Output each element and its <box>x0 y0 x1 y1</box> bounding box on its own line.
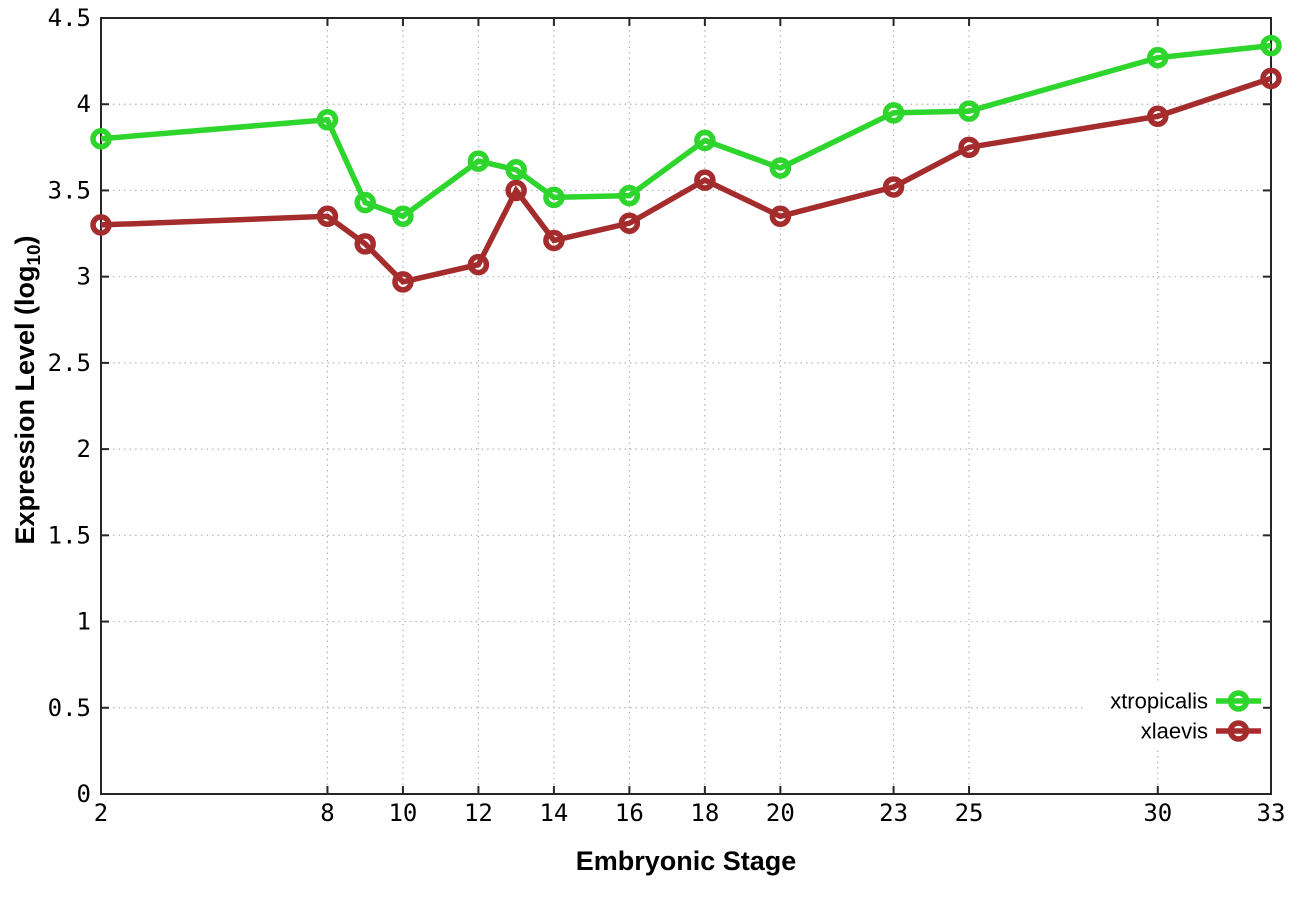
series-point-xtropicalis <box>354 191 376 214</box>
x-tick-label: 33 <box>1257 799 1286 827</box>
series-point-xtropicalis <box>694 129 716 152</box>
series-point-xtropicalis <box>316 108 339 131</box>
series-point-xlaevis <box>543 229 565 252</box>
y-tick-label: 3 <box>77 263 91 291</box>
series-point-xlaevis <box>316 205 339 228</box>
series-point-xlaevis <box>618 212 641 234</box>
series-point-xtropicalis <box>882 102 905 124</box>
series-point-xtropicalis <box>543 186 565 209</box>
y-tick-label: 4 <box>77 90 91 118</box>
y-tick-label: 0.5 <box>48 694 91 722</box>
series-point-xtropicalis <box>505 159 527 181</box>
plot-border <box>100 17 1272 795</box>
series-point-xtropicalis <box>958 100 980 122</box>
y-tick-label: 4.5 <box>48 4 91 32</box>
x-tick-label: 23 <box>879 799 908 827</box>
x-tick-label: 25 <box>955 799 984 827</box>
y-tick-label: 1 <box>77 608 91 636</box>
x-axis-title: Embryonic Stage <box>575 846 797 876</box>
y-tick-label: 1.5 <box>48 521 91 549</box>
series-point-xtropicalis <box>467 150 490 172</box>
legend-label-xtropicalis: xtropicalis <box>1110 689 1208 714</box>
y-axis-title-text: Expression Level (log <box>9 265 40 545</box>
x-tick-label: 12 <box>464 799 493 827</box>
y-axis-title: Expression Level (log10) <box>10 235 46 544</box>
series-point-xlaevis <box>694 169 716 191</box>
y-tick-label: 0 <box>77 780 91 808</box>
series-point-xlaevis <box>467 253 490 276</box>
x-tick-label: 8 <box>320 799 334 827</box>
series-point-xlaevis <box>1260 67 1282 90</box>
x-tick-label: 20 <box>766 799 795 827</box>
series-point-xlaevis <box>392 271 414 293</box>
x-tick-label: 16 <box>615 799 644 827</box>
series-point-xlaevis <box>354 233 376 255</box>
y-axis-title-suffix: ) <box>9 235 40 245</box>
legend-marker-xlaevis <box>1227 720 1250 742</box>
x-tick-label: 10 <box>388 799 417 827</box>
legend-label-xlaevis: xlaevis <box>1141 719 1208 744</box>
series-point-xtropicalis <box>769 157 792 179</box>
series-point-xtropicalis <box>90 127 112 150</box>
y-tick-label: 2 <box>77 435 91 463</box>
x-tick-label: 18 <box>690 799 719 827</box>
series-point-xtropicalis <box>618 184 641 207</box>
y-axis-title-subscript: 10 <box>24 244 46 266</box>
series-point-xtropicalis <box>392 205 414 228</box>
series-point-xlaevis <box>505 179 527 202</box>
series-point-xlaevis <box>90 214 112 236</box>
series-line-xlaevis <box>100 75 1272 285</box>
x-tick-label: 30 <box>1143 799 1172 827</box>
y-tick-label: 3.5 <box>48 176 91 204</box>
series-point-xlaevis <box>769 205 792 228</box>
legend-marker-xtropicalis <box>1227 690 1250 712</box>
x-tick-label: 14 <box>539 799 568 827</box>
x-tick-label: 2 <box>94 799 108 827</box>
series-point-xlaevis <box>882 176 905 198</box>
series-point-xlaevis <box>958 136 980 159</box>
series-point-xtropicalis <box>1147 46 1169 69</box>
series-point-xlaevis <box>1147 105 1169 128</box>
series-point-xtropicalis <box>1260 34 1282 57</box>
y-tick-label: 2.5 <box>48 349 91 377</box>
